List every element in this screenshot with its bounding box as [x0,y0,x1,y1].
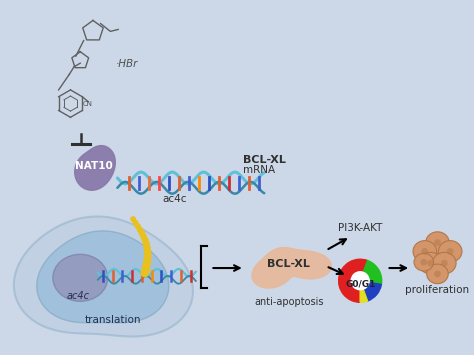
Text: translation: translation [84,315,141,325]
Circle shape [350,271,370,290]
Circle shape [132,220,138,226]
Polygon shape [75,146,115,190]
Circle shape [135,223,141,229]
Text: NAT10: NAT10 [75,161,113,171]
Circle shape [434,271,441,277]
Circle shape [144,247,151,255]
Wedge shape [360,261,382,284]
Circle shape [143,258,151,266]
Ellipse shape [426,232,449,253]
Circle shape [139,230,146,237]
Text: mRNA: mRNA [243,165,275,175]
Circle shape [420,259,427,266]
Text: CN: CN [82,100,92,106]
Circle shape [144,255,152,263]
Text: PI3K-AKT: PI3K-AKT [338,223,383,233]
Circle shape [130,216,136,222]
Text: BCL-XL: BCL-XL [243,155,286,165]
Circle shape [140,234,147,240]
Wedge shape [338,259,367,302]
Circle shape [434,239,441,246]
Circle shape [142,237,149,244]
Ellipse shape [433,252,456,274]
Text: anti-apoptosis: anti-apoptosis [254,297,323,307]
Text: BCL-XL: BCL-XL [267,259,310,269]
Circle shape [447,248,454,255]
Ellipse shape [413,241,437,262]
Text: ·HBr: ·HBr [116,59,138,69]
Ellipse shape [414,253,434,271]
Circle shape [144,244,151,252]
Circle shape [137,226,143,233]
Ellipse shape [438,241,462,262]
Text: ac4c: ac4c [162,195,186,204]
Circle shape [141,265,150,274]
Circle shape [144,251,152,259]
Circle shape [143,241,150,248]
Circle shape [441,260,448,267]
Circle shape [140,268,149,277]
Wedge shape [360,281,382,301]
Text: ac4c: ac4c [67,291,90,301]
Ellipse shape [53,254,108,301]
Polygon shape [37,231,169,323]
Circle shape [427,260,434,267]
Ellipse shape [427,264,448,284]
Ellipse shape [419,252,442,274]
Circle shape [421,248,428,255]
Polygon shape [252,247,331,288]
Polygon shape [14,217,193,337]
Text: proliferation: proliferation [405,285,470,295]
Text: G0/G1: G0/G1 [346,279,376,288]
Circle shape [142,262,151,270]
Wedge shape [360,281,367,302]
